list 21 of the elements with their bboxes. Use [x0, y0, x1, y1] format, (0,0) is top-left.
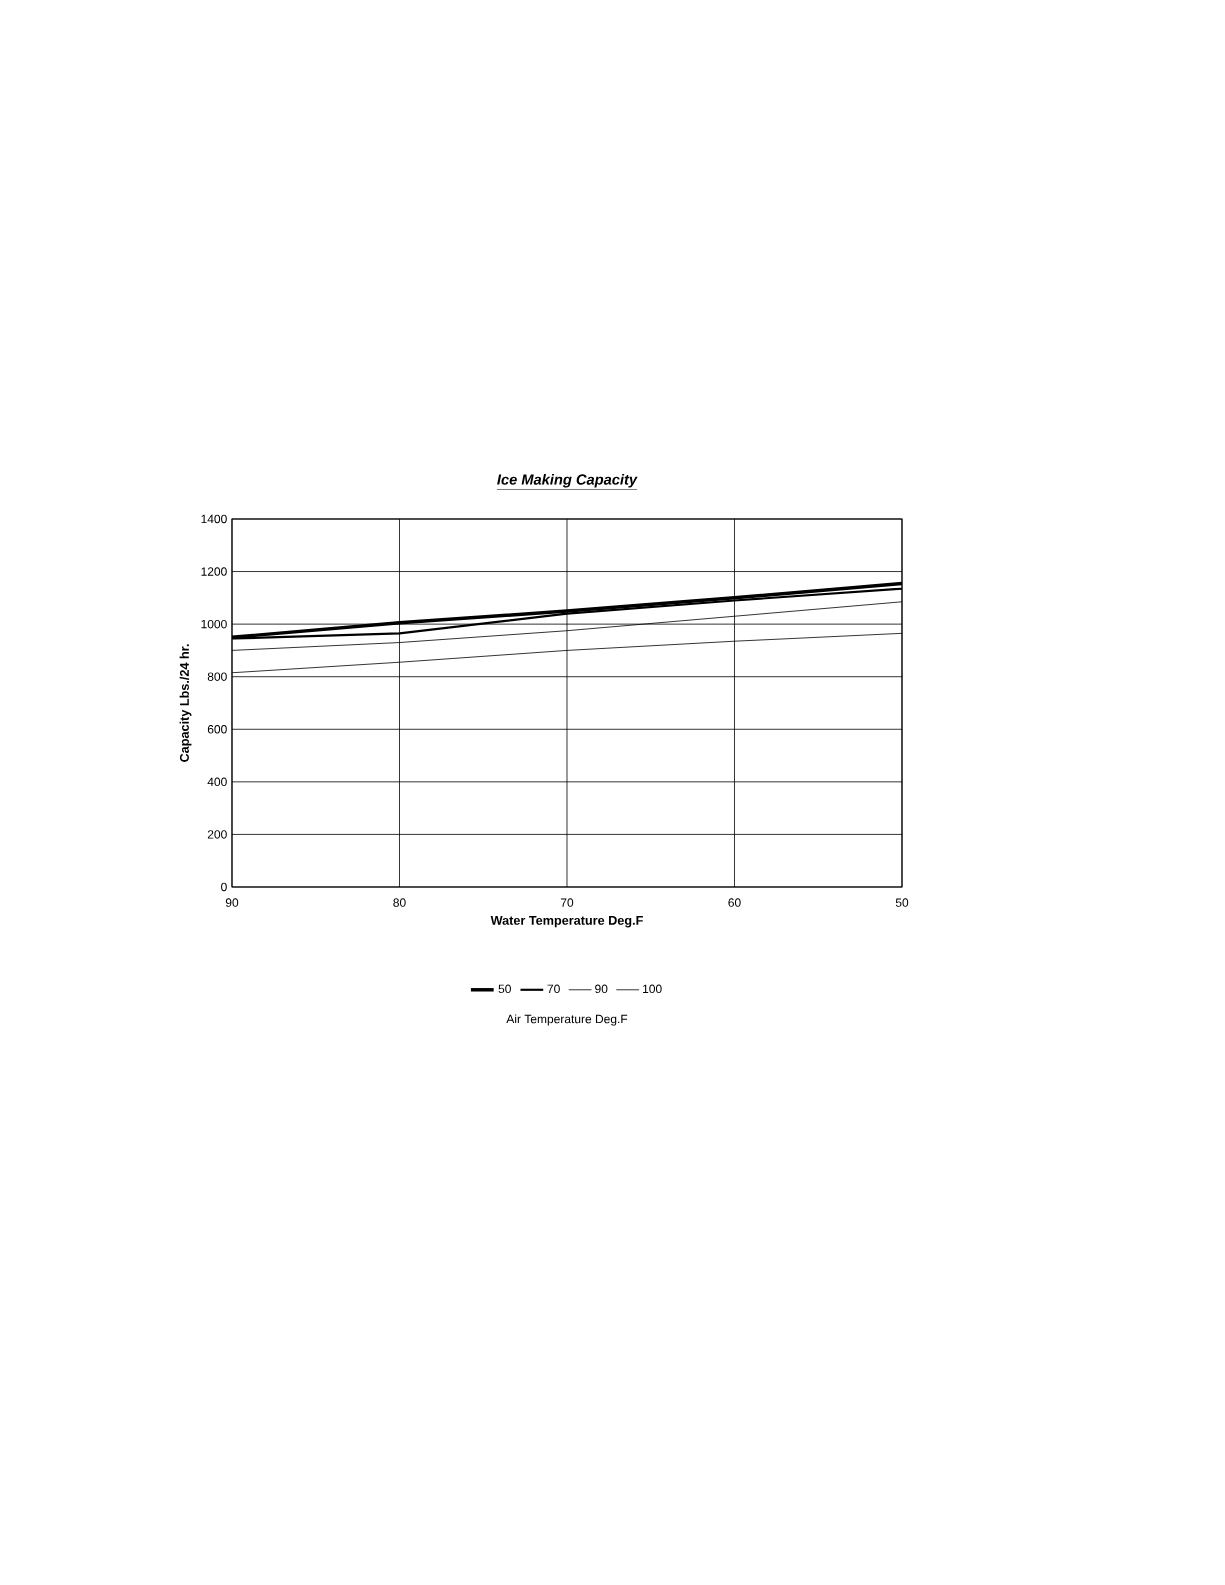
y-tick-label: 1400	[201, 514, 227, 524]
legend-title: Air Temperature Deg.F	[506, 1014, 628, 1026]
legend-label: 50	[498, 984, 511, 994]
y-tick-label: 1200	[201, 567, 227, 576]
x-tick-label: 70	[560, 898, 574, 907]
x-tick-label: 60	[728, 898, 741, 907]
y-tick-label: 600	[207, 725, 227, 734]
y-tick-label: 0	[221, 882, 227, 892]
y-axis-title: Capacity Lbs./24 hr.	[179, 644, 192, 762]
y-tick-label: 1000	[201, 619, 227, 629]
legend-label: 100	[643, 984, 662, 994]
x-tick-label: 80	[393, 898, 406, 907]
x-axis-title: Water Temperature Deg.F	[490, 916, 643, 928]
y-tick-label: 800	[207, 672, 227, 681]
legend-label: 70	[547, 984, 560, 994]
chart-title: Ice Making Capacity	[497, 473, 638, 488]
x-tick-label: 90	[225, 898, 239, 907]
y-tick-label: 400	[207, 777, 227, 787]
x-tick-label: 50	[895, 898, 909, 907]
y-tick-label: 200	[207, 830, 227, 839]
legend-label: 90	[595, 984, 608, 994]
